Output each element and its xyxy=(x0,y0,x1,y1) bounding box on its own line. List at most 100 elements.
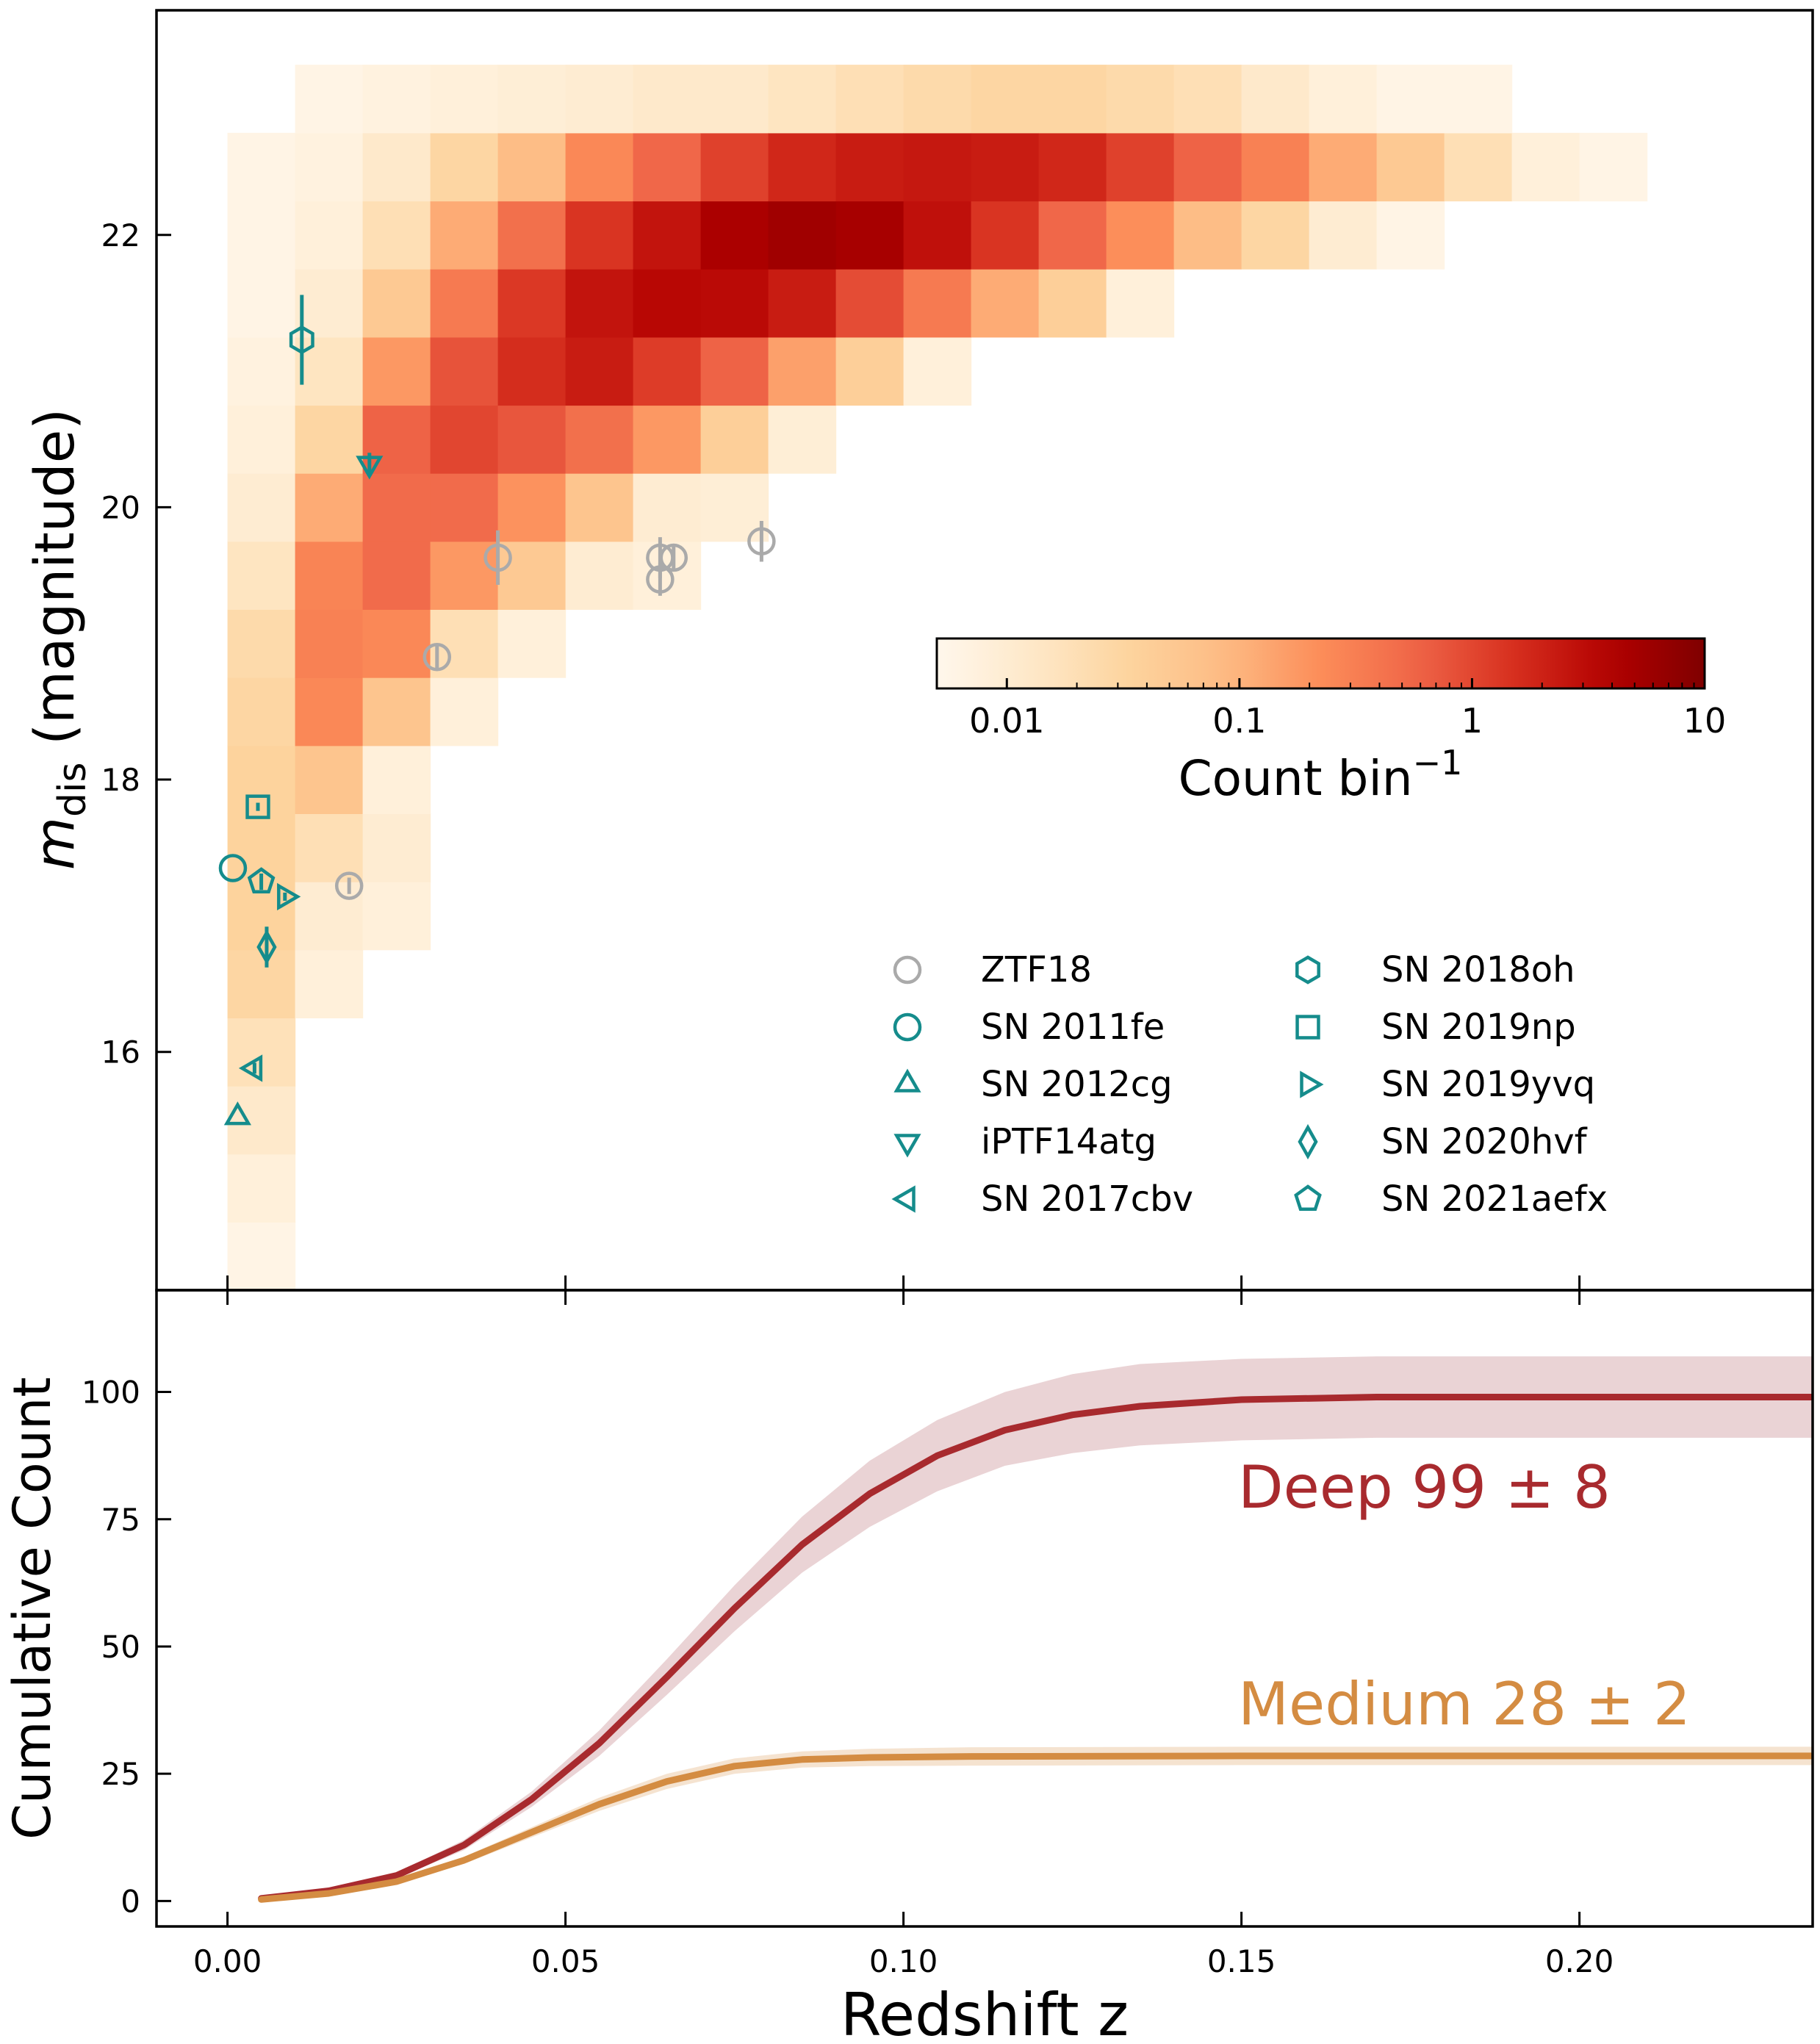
heatmap-cell xyxy=(362,337,431,406)
heatmap-cell xyxy=(362,677,431,746)
legend-label: SN 2017cbv xyxy=(981,1178,1193,1220)
heatmap-cell xyxy=(227,473,296,542)
heatmap-cell xyxy=(1106,201,1175,270)
heatmap-cell xyxy=(295,677,364,746)
legend-entry: SN 2019np xyxy=(1295,1007,1576,1048)
bottom-x-axis-ticks: 0.00 0.05 0.10 0.15 0.20 xyxy=(193,1290,1614,1979)
heatmap-cell xyxy=(1038,132,1107,202)
heatmap-cell xyxy=(1376,201,1445,270)
heatmap-cell xyxy=(295,132,364,202)
heatmap-cell xyxy=(295,813,364,882)
supernova-points xyxy=(218,295,776,1126)
heatmap-cell xyxy=(768,132,837,202)
heatmap-cell xyxy=(700,132,769,202)
heatmap-cell xyxy=(565,65,634,134)
heatmap-cell xyxy=(1511,132,1580,202)
heatmap-cell xyxy=(430,132,499,202)
heatmap-cell xyxy=(1106,65,1175,134)
heatmap-cell xyxy=(835,65,904,134)
heatmap-cell xyxy=(227,337,296,406)
x-tick-label: 0.10 xyxy=(869,1943,938,1979)
y-tick-label: 75 xyxy=(101,1502,140,1538)
circle-marker xyxy=(334,871,364,900)
x-tick-label: 0.15 xyxy=(1207,1943,1276,1979)
colorbar-gradient xyxy=(935,637,1706,690)
heatmap-cell xyxy=(1444,65,1513,134)
heatmap-cell xyxy=(903,132,972,202)
data-point xyxy=(646,563,675,596)
data-point xyxy=(247,867,276,894)
heatmap-cell xyxy=(768,201,837,270)
heatmap-cell xyxy=(295,65,364,134)
legend-entry: SN 2017cbv xyxy=(891,1178,1193,1220)
heatmap-cell xyxy=(497,65,566,134)
diamond-marker xyxy=(256,929,277,965)
heatmap-cell xyxy=(700,65,769,134)
heatmap-cell xyxy=(1309,201,1378,270)
heatmap-cell xyxy=(633,405,702,474)
triangle-up-marker xyxy=(893,1068,921,1093)
legend-label: SN 2019yvq xyxy=(1381,1064,1595,1105)
heatmap-cell xyxy=(295,949,364,1018)
heatmap-cell xyxy=(227,949,296,1018)
x-tick-label: 0.00 xyxy=(193,1943,262,1979)
heatmap-cell xyxy=(971,132,1040,202)
heatmap-cell xyxy=(227,405,296,474)
heatmap-cell xyxy=(971,269,1040,338)
heatmap-cell xyxy=(1173,65,1242,134)
legend-entry: iPTF14atg xyxy=(893,1121,1157,1162)
heatmap-cell xyxy=(362,405,431,474)
heatmap-cell xyxy=(768,337,837,406)
heatmap-cell xyxy=(1038,269,1107,338)
legend-label: SN 2018oh xyxy=(1381,949,1575,990)
heatmap-cell xyxy=(497,201,566,270)
heatmap-cell xyxy=(633,201,702,270)
heatmap-cell xyxy=(565,201,634,270)
circle-marker xyxy=(893,955,922,985)
heatmap-cell xyxy=(565,405,634,474)
x-tick-label: 0.20 xyxy=(1545,1943,1614,1979)
heatmap-cell xyxy=(227,541,296,610)
colorbar-tick-label: 1 xyxy=(1461,701,1483,741)
legend-entry: SN 2019yvq xyxy=(1300,1064,1595,1105)
triangle-right-marker xyxy=(1300,1070,1324,1098)
heatmap-cell xyxy=(835,337,904,406)
deep-annotation: Deep 99 ± 8 xyxy=(1238,1453,1611,1522)
heatmap-cell xyxy=(1106,132,1175,202)
heatmap-cell xyxy=(295,541,364,610)
data-point xyxy=(483,530,512,586)
heatmap-cell xyxy=(1241,132,1310,202)
legend-label: SN 2012cg xyxy=(981,1064,1173,1105)
heatmap-cell xyxy=(362,813,431,882)
hexagon-marker xyxy=(1295,955,1320,985)
legend-label: SN 2011fe xyxy=(981,1007,1165,1048)
circle-marker xyxy=(893,1012,922,1042)
square-marker xyxy=(1295,1015,1320,1040)
heatmap-cell xyxy=(430,473,499,542)
heatmap-cell xyxy=(1038,65,1107,134)
legend-label: iPTF14atg xyxy=(981,1121,1157,1162)
y-tick-label: 0 xyxy=(121,1883,140,1919)
colorbar-tick-label: 0.01 xyxy=(969,701,1044,741)
heatmap-cell xyxy=(1241,65,1310,134)
hexagon-marker xyxy=(289,325,314,355)
heatmap-cell xyxy=(227,1222,296,1290)
heatmap-cell xyxy=(768,65,837,134)
circle-marker xyxy=(646,565,675,594)
y-tick-label: 50 xyxy=(101,1629,140,1665)
circle-marker xyxy=(422,643,452,672)
heatmap-cell xyxy=(295,473,364,542)
legend-entry: SN 2011fe xyxy=(893,1007,1165,1048)
y-tick-label: 18 xyxy=(101,762,140,798)
heatmap-cell xyxy=(633,132,702,202)
heatmap-cell xyxy=(1241,201,1310,270)
heatmap-cell xyxy=(903,269,972,338)
heatmap-cell xyxy=(295,745,364,814)
heatmap-cell xyxy=(227,1086,296,1155)
heatmap-cell xyxy=(497,405,566,474)
heatmap-cell xyxy=(430,269,499,338)
heatmap-cell xyxy=(295,882,364,951)
data-point xyxy=(289,295,314,385)
heatmap-cell xyxy=(1173,201,1242,270)
